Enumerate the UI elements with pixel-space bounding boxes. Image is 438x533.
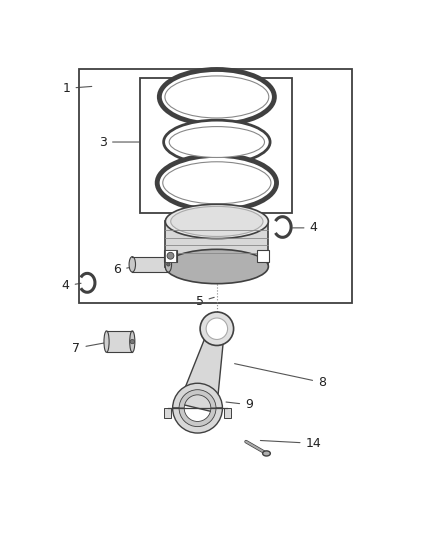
Ellipse shape bbox=[263, 451, 270, 456]
Polygon shape bbox=[179, 327, 224, 413]
Text: 5: 5 bbox=[196, 295, 214, 308]
Ellipse shape bbox=[166, 263, 170, 266]
Ellipse shape bbox=[164, 120, 270, 164]
Bar bbox=[165, 250, 177, 262]
Ellipse shape bbox=[163, 161, 271, 204]
Bar bbox=[166, 250, 176, 262]
Ellipse shape bbox=[169, 126, 265, 157]
Wedge shape bbox=[179, 390, 216, 408]
Text: 1: 1 bbox=[63, 82, 92, 95]
Bar bbox=[132, 256, 168, 272]
Text: 7: 7 bbox=[73, 342, 109, 354]
Text: 8: 8 bbox=[235, 364, 326, 389]
Ellipse shape bbox=[159, 69, 274, 124]
Ellipse shape bbox=[171, 206, 263, 237]
Bar bbox=[257, 250, 269, 262]
Text: 14: 14 bbox=[261, 437, 321, 450]
Text: 4: 4 bbox=[62, 279, 81, 292]
Ellipse shape bbox=[165, 256, 172, 272]
Wedge shape bbox=[179, 408, 216, 426]
Ellipse shape bbox=[166, 204, 268, 239]
Text: 3: 3 bbox=[99, 135, 139, 149]
Ellipse shape bbox=[167, 252, 174, 259]
Text: 9: 9 bbox=[226, 398, 253, 411]
Ellipse shape bbox=[165, 76, 269, 118]
Text: 4: 4 bbox=[293, 221, 318, 235]
Ellipse shape bbox=[157, 155, 276, 211]
Ellipse shape bbox=[130, 331, 135, 352]
Bar bbox=[140, 78, 292, 213]
Bar bbox=[164, 408, 171, 417]
Text: 6: 6 bbox=[113, 263, 143, 277]
Ellipse shape bbox=[104, 331, 109, 352]
Ellipse shape bbox=[206, 318, 228, 340]
Ellipse shape bbox=[130, 340, 134, 344]
Bar bbox=[166, 221, 268, 266]
Bar bbox=[106, 331, 132, 352]
Ellipse shape bbox=[200, 312, 233, 345]
Bar bbox=[79, 69, 352, 303]
Bar bbox=[224, 408, 231, 417]
Wedge shape bbox=[173, 408, 223, 433]
Ellipse shape bbox=[129, 256, 135, 272]
Wedge shape bbox=[173, 383, 223, 408]
Ellipse shape bbox=[166, 249, 268, 284]
